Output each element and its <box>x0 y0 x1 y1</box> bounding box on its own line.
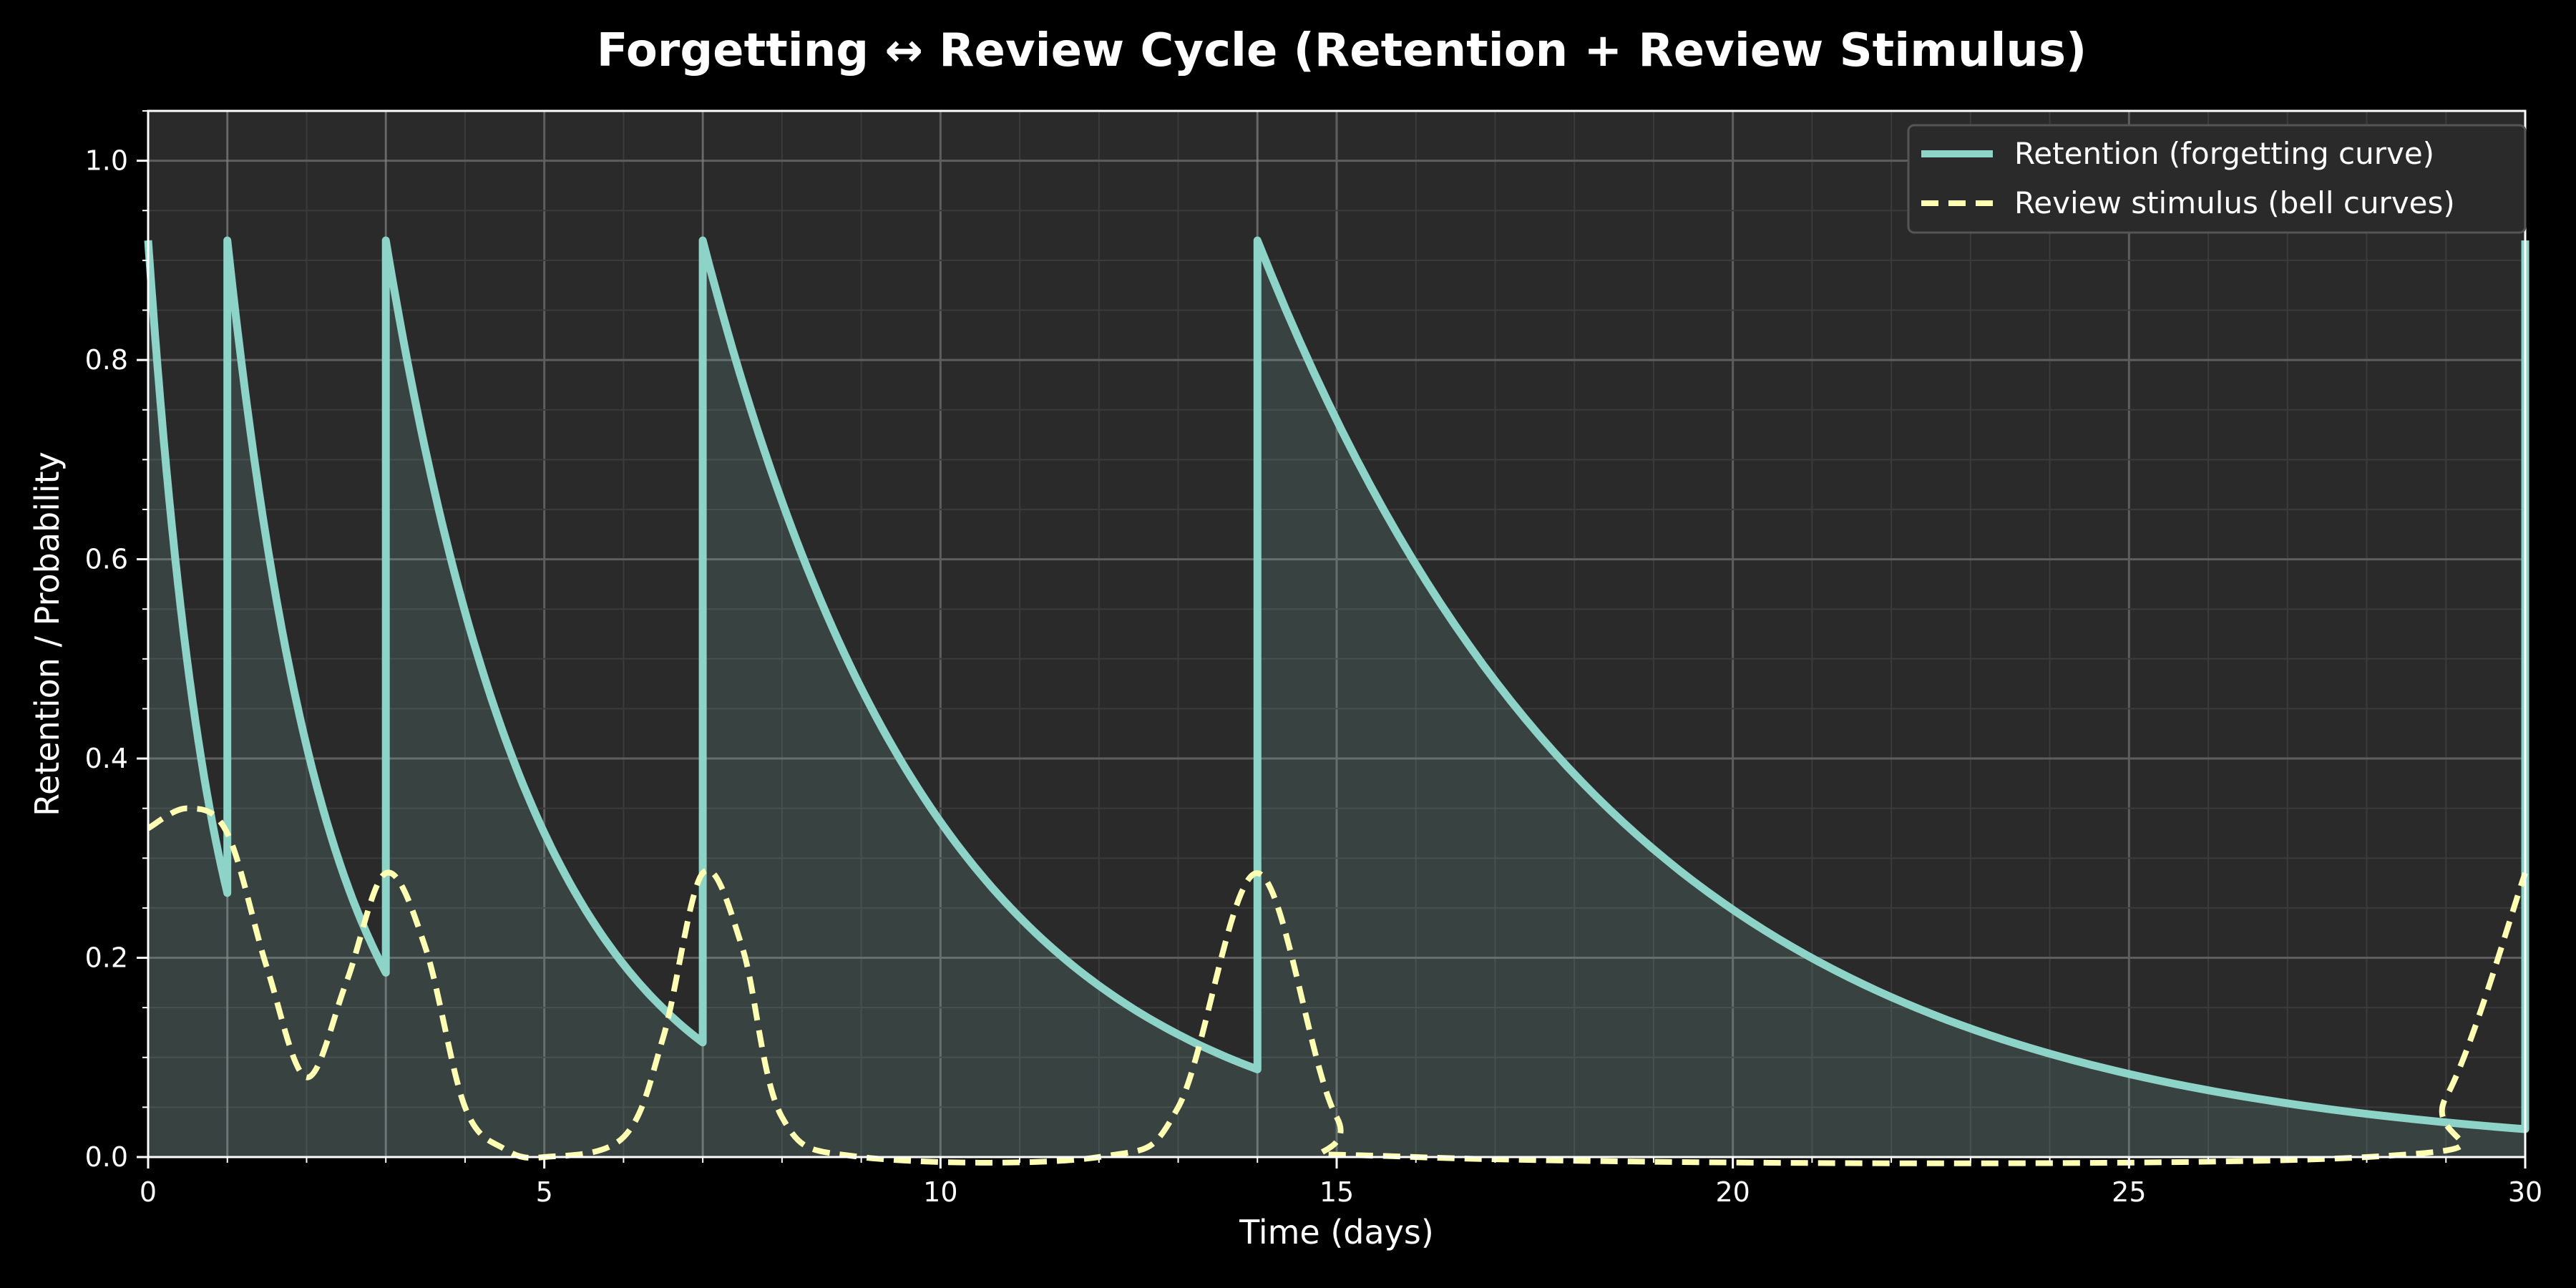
y-tick-label: 0.0 <box>85 1141 128 1173</box>
x-tick-label: 30 <box>2508 1176 2542 1208</box>
x-tick-label: 0 <box>140 1176 157 1208</box>
x-tick-label: 10 <box>923 1176 957 1208</box>
tick-layer: 0 5 10 15 20 25 30 0.0 0.2 0.4 0.6 0.8 1.0 <box>85 110 2542 1208</box>
review-stimulus-line <box>146 805 2528 1166</box>
retention-line <box>144 236 2529 1133</box>
x-tick-label: 25 <box>2112 1176 2146 1208</box>
x-tick-label: 20 <box>1715 1176 1750 1208</box>
legend-label-retention: Retention (forgetting curve) <box>2014 136 2434 171</box>
x-tick-label: 5 <box>536 1176 553 1208</box>
y-tick-label: 0.6 <box>85 544 128 575</box>
legend-box <box>1907 124 2527 234</box>
y-axis-label: Retention / Probability <box>28 452 67 816</box>
data-layer <box>144 236 2529 1166</box>
legend: Retention (forgetting curve) Review stim… <box>1907 124 2527 234</box>
x-axis-label: Time (days) <box>1239 1213 1434 1252</box>
legend-label-review: Review stimulus (bell curves) <box>2014 185 2455 220</box>
y-tick-label: 0.4 <box>85 743 128 774</box>
chart-title: Forgetting ↔ Review Cycle (Retention + R… <box>597 24 2087 77</box>
x-tick-label: 15 <box>1319 1176 1354 1208</box>
y-tick-label: 0.2 <box>85 942 128 974</box>
y-tick-label: 0.8 <box>85 344 128 376</box>
y-tick-label: 1.0 <box>85 145 128 177</box>
retention-area-fill <box>148 240 2525 1157</box>
